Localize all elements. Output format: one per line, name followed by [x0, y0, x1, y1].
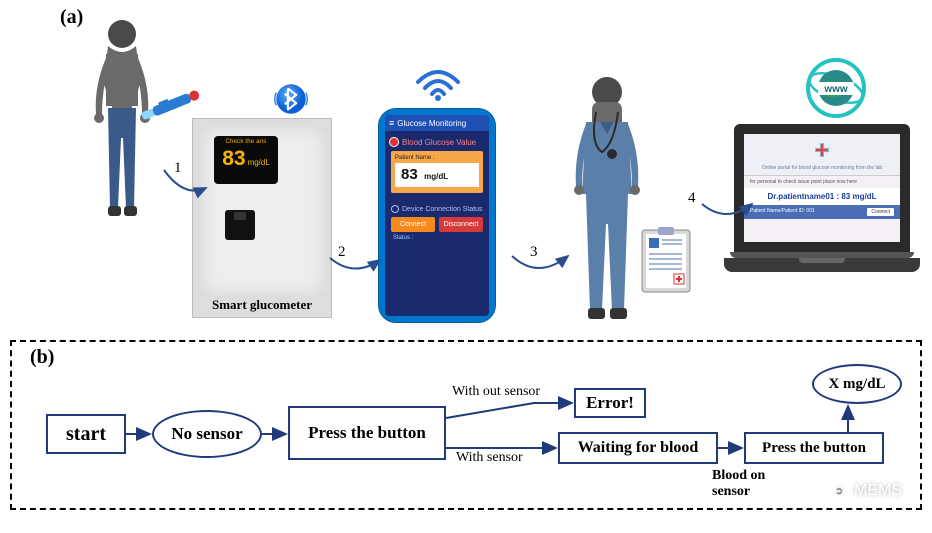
node-result: X mg/dL: [812, 364, 902, 404]
panel-b: (b) start No sensor Press the button Err…: [10, 340, 922, 510]
step-num-1: 1: [174, 160, 182, 177]
node-waiting: Waiting for blood: [558, 432, 718, 464]
step-num-2: 2: [338, 244, 346, 261]
edge-label-blood: Blood on sensor: [712, 468, 765, 500]
watermark: ➲ MEMS: [830, 482, 902, 500]
step-num-3: 3: [530, 244, 538, 261]
arrow-layer: [0, 0, 932, 340]
node-start: start: [46, 414, 126, 454]
panel-a: (a) Smart glucometer Check the ans 83mg/…: [0, 0, 932, 340]
step-num-4: 4: [688, 190, 696, 207]
node-press2: Press the button: [744, 432, 884, 464]
node-error: Error!: [574, 388, 646, 418]
watermark-text: MEMS: [854, 482, 902, 500]
edge-label-with: With sensor: [456, 450, 523, 466]
node-press1: Press the button: [288, 406, 446, 460]
flowchart-arrows: [12, 342, 924, 512]
node-nosensor: No sensor: [152, 410, 262, 458]
watermark-icon: ➲: [830, 482, 848, 500]
edge-label-without: With out sensor: [452, 384, 540, 400]
